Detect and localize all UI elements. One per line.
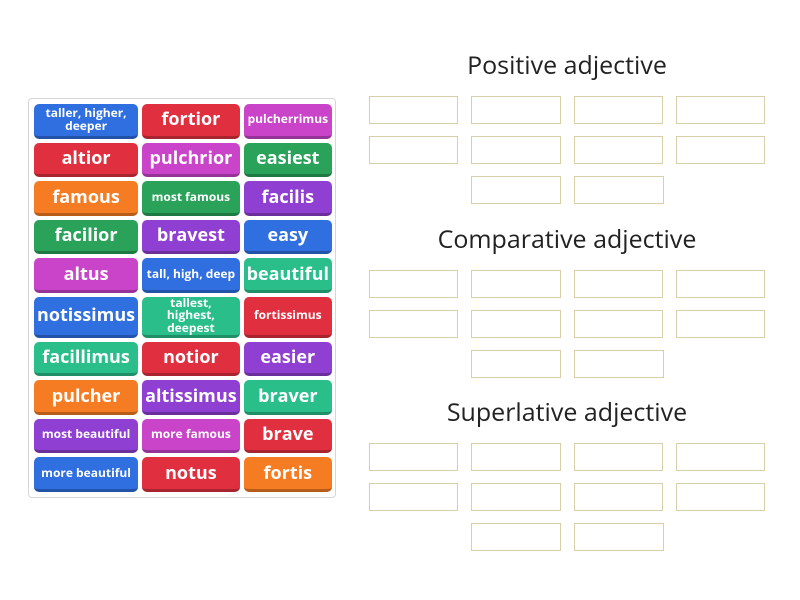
word-tile[interactable]: pulcher [34,380,138,415]
drop-slot[interactable] [676,443,765,471]
word-tile[interactable]: easier [244,342,332,377]
drop-group: Comparative adjective [369,222,765,390]
drop-slot[interactable] [369,483,458,511]
word-tile[interactable]: taller, higher, deeper [34,104,138,139]
word-tile[interactable]: facilis [244,181,332,216]
drop-slot[interactable] [471,483,560,511]
word-tile[interactable]: most beautiful [34,419,138,454]
word-tile[interactable]: facillimus [34,342,138,377]
slot-row [369,270,765,298]
slot-row [369,350,765,378]
drop-slot[interactable] [676,270,765,298]
word-tile[interactable]: more famous [142,419,240,454]
group-title: Comparative adjective [369,222,765,256]
word-tile[interactable]: pulchrior [142,143,240,178]
word-tile[interactable]: most famous [142,181,240,216]
drop-slot[interactable] [471,523,561,551]
slot-row [369,523,765,551]
word-tile[interactable]: bravest [142,220,240,255]
slot-row [369,136,765,164]
word-tile[interactable]: altior [34,143,138,178]
drop-slot[interactable] [471,443,560,471]
drop-slot[interactable] [574,483,663,511]
drop-slot[interactable] [471,136,560,164]
drop-slot[interactable] [369,96,458,124]
slot-row [369,310,765,338]
drop-slot[interactable] [676,310,765,338]
word-tile[interactable]: tall, high, deep [142,258,240,293]
drop-slot[interactable] [369,136,458,164]
drop-slot[interactable] [676,96,765,124]
word-tile[interactable]: pulcherrimus [244,104,332,139]
tile-panel: taller, higher, deeperfortiorpulcherrimu… [28,98,336,498]
word-tile[interactable]: fortissimus [244,297,332,338]
drop-slot[interactable] [369,310,458,338]
word-tile[interactable]: altus [34,258,138,293]
word-tile[interactable]: fortior [142,104,240,139]
word-tile[interactable]: famous [34,181,138,216]
drop-slot[interactable] [574,270,663,298]
slot-row [369,483,765,511]
word-tile[interactable]: easiest [244,143,332,178]
slot-row [369,443,765,471]
drop-slot[interactable] [471,96,560,124]
word-tile[interactable]: tallest, highest, deepest [142,297,240,338]
word-tile[interactable]: more beautiful [34,457,138,492]
word-tile[interactable]: notior [142,342,240,377]
drop-slot[interactable] [574,96,663,124]
drop-slot[interactable] [574,350,664,378]
word-tile[interactable]: notus [142,457,240,492]
drop-slot[interactable] [369,443,458,471]
drop-slot[interactable] [574,523,664,551]
stage: taller, higher, deeperfortiorpulcherrimu… [0,0,800,600]
drop-slot[interactable] [471,270,560,298]
drop-group: Superlative adjective [369,395,765,563]
drop-slot[interactable] [574,136,663,164]
word-tile[interactable]: brave [244,419,332,454]
drop-slot[interactable] [676,136,765,164]
word-tile[interactable]: easy [244,220,332,255]
drop-group: Positive adjective [369,48,765,216]
word-tile[interactable]: facilior [34,220,138,255]
drop-slot[interactable] [369,270,458,298]
drop-slot[interactable] [574,443,663,471]
word-tile[interactable]: braver [244,380,332,415]
word-tile[interactable]: notissimus [34,297,138,338]
drop-slot[interactable] [471,176,561,204]
group-title: Superlative adjective [369,395,765,429]
slot-row [369,176,765,204]
drop-slot[interactable] [471,350,561,378]
drop-slot[interactable] [574,310,663,338]
slot-row [369,96,765,124]
group-title: Positive adjective [369,48,765,82]
drop-slot[interactable] [471,310,560,338]
drop-slot[interactable] [574,176,664,204]
drop-slot[interactable] [676,483,765,511]
word-tile[interactable]: altissimus [142,380,240,415]
word-tile[interactable]: beautiful [244,258,332,293]
word-tile[interactable]: fortis [244,457,332,492]
